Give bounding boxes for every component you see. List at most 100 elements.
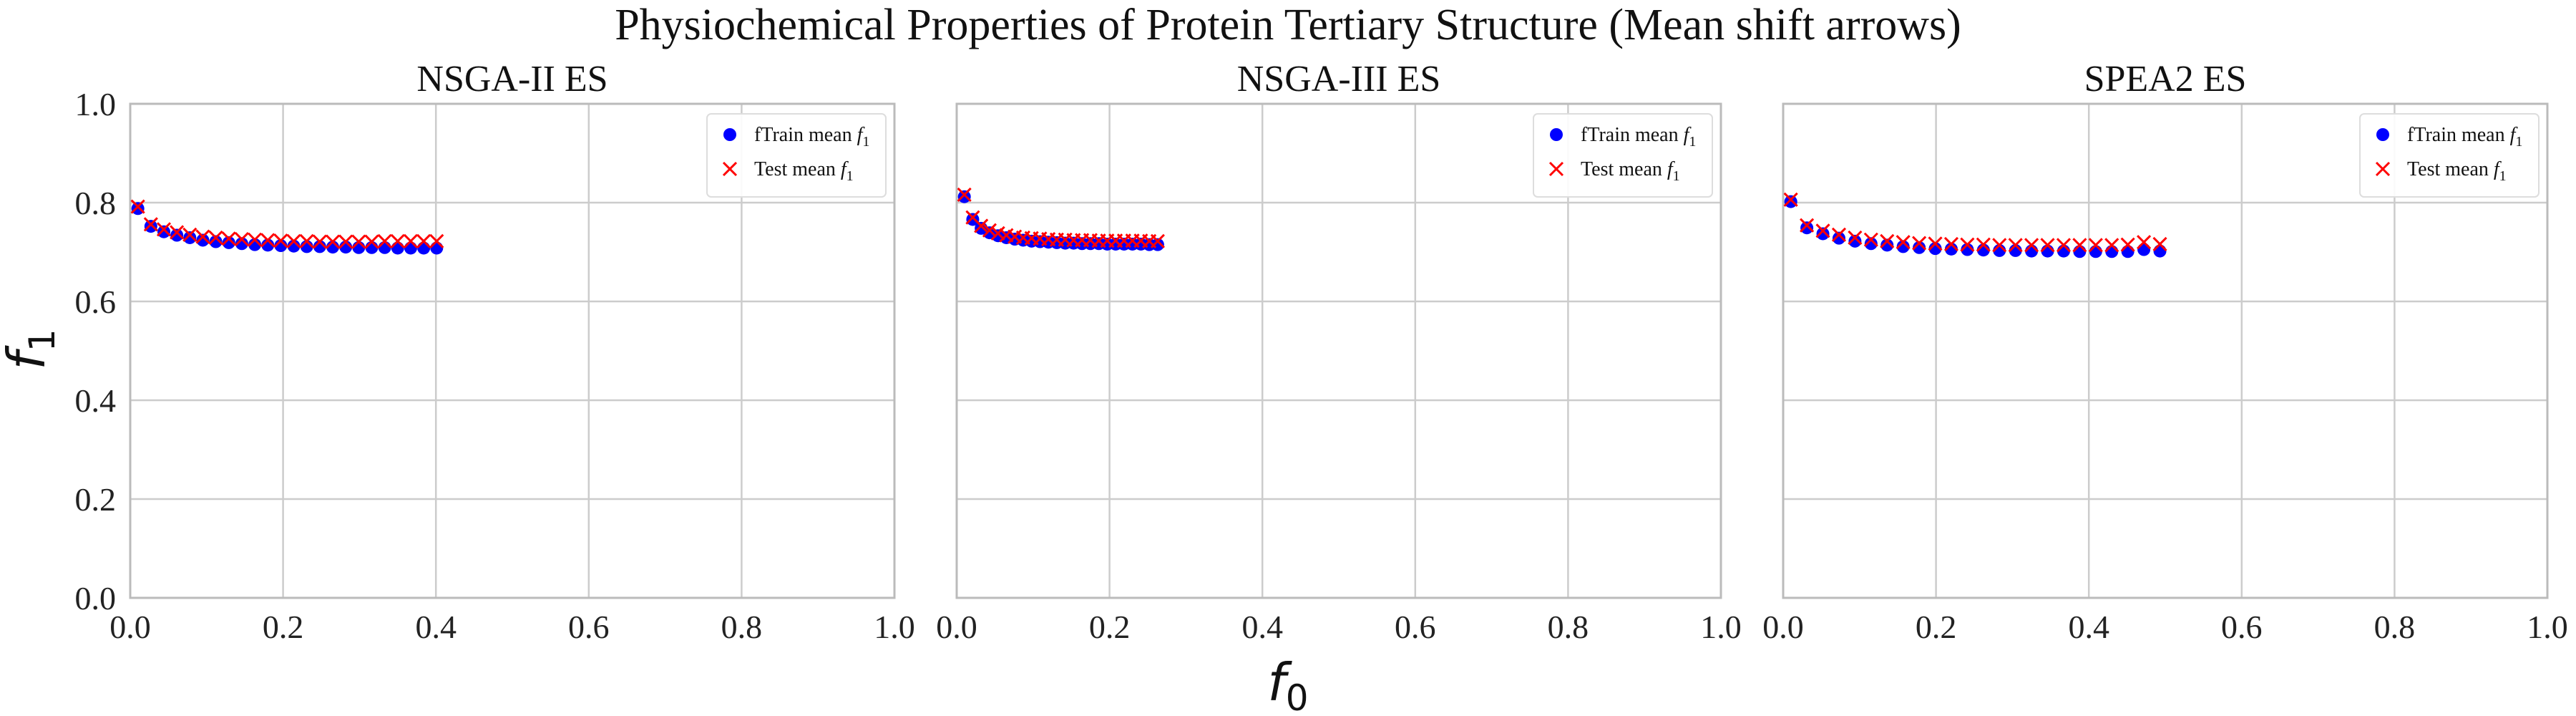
legend-label-text: Test mean — [2407, 158, 2494, 180]
legend-label: Test mean f1 — [2407, 158, 2507, 184]
x-tick-label: 0.0 — [936, 609, 977, 645]
test-point — [1863, 232, 1878, 247]
legend: fTrain mean f1 Test mean f1 — [706, 113, 887, 198]
test-point — [403, 233, 419, 248]
y-tick-label: 0.2 — [75, 481, 117, 518]
legend-label-text: fTrain mean — [1581, 124, 1684, 146]
x-tick-label: 0.0 — [1762, 609, 1804, 645]
test-point — [990, 226, 1005, 241]
train-point — [131, 202, 145, 216]
test-point — [974, 218, 989, 233]
test-point — [195, 229, 210, 244]
test-point — [286, 233, 301, 248]
test-point — [338, 234, 353, 249]
train-point — [222, 236, 235, 249]
test-point — [1943, 236, 1959, 252]
legend-test-marker — [722, 161, 738, 177]
subplot-title: NSGA-II ES — [416, 59, 608, 100]
train-point — [430, 241, 444, 255]
x-tick-label: 0.2 — [1089, 609, 1131, 645]
test-point — [1992, 238, 2007, 253]
y-tick-label: 0.4 — [75, 382, 117, 419]
legend-label: Test mean f1 — [1581, 158, 1680, 184]
legend-box — [2359, 113, 2540, 198]
train-point — [1880, 238, 1894, 252]
x-tick-label: 1.0 — [2527, 609, 2568, 645]
axes-frame — [955, 102, 1722, 599]
train-point — [1896, 240, 1910, 253]
x-tick-label: 0.0 — [109, 609, 151, 645]
test-point — [351, 234, 366, 249]
axes-frame — [1782, 102, 2549, 599]
test-point — [1976, 237, 1991, 252]
test-point — [221, 231, 236, 246]
legend-test-marker — [2375, 161, 2391, 177]
train-point — [1913, 241, 1926, 254]
test-point — [1800, 218, 1815, 233]
train-point — [183, 231, 197, 244]
train-point — [144, 220, 157, 233]
test-point — [2104, 238, 2119, 253]
legend-label-math: f — [2510, 124, 2518, 146]
x-tick-label: 0.6 — [1395, 609, 1436, 645]
legend-label: fTrain mean f1 — [2407, 124, 2522, 150]
subplot-title: NSGA-III ES — [1237, 59, 1441, 100]
legend-train-marker — [723, 128, 736, 141]
test-point — [2040, 238, 2055, 253]
legend-label: fTrain mean f1 — [754, 124, 869, 150]
test-point — [2152, 236, 2167, 252]
test-point — [416, 233, 431, 248]
train-point — [957, 190, 971, 203]
train-point — [1848, 234, 1862, 248]
legend-label-math: f — [1684, 124, 1692, 146]
train-point — [235, 237, 248, 251]
test-point — [299, 233, 314, 248]
test-point — [1880, 233, 1895, 248]
train-point — [209, 235, 223, 248]
subplot-title: SPEA2 ES — [2084, 59, 2247, 100]
legend-label-subscript: 1 — [1689, 134, 1696, 150]
x-tick-label: 0.4 — [1241, 609, 1283, 645]
test-point — [390, 233, 405, 248]
test-point — [248, 232, 263, 247]
x-tick-label: 0.6 — [568, 609, 610, 645]
test-point — [2056, 238, 2072, 253]
test-point — [273, 233, 288, 248]
test-point — [2120, 237, 2135, 252]
x-tick-label: 0.8 — [721, 609, 763, 645]
train-point — [2073, 245, 2087, 258]
test-point — [260, 233, 275, 248]
test-point — [143, 217, 158, 232]
legend-train-marker — [1550, 128, 1563, 141]
test-point — [1960, 237, 1975, 252]
x-tick-label: 1.0 — [874, 609, 915, 645]
legend-label-math: f — [857, 124, 865, 146]
test-point — [325, 234, 341, 249]
train-point — [1832, 231, 1845, 245]
y-tick-label: 1.0 — [75, 86, 117, 122]
legend-label: Test mean f1 — [754, 158, 854, 184]
train-point — [404, 241, 417, 255]
train-point — [196, 233, 210, 247]
train-point — [2105, 245, 2119, 258]
test-point — [1815, 223, 1830, 238]
subplot-2: NSGA-III ES 0.0 0.2 0.4 0.6 0.8 1.0 fTrain mean… — [936, 59, 1742, 645]
legend-train-marker — [2376, 128, 2389, 141]
test-point — [234, 231, 249, 247]
test-point — [2137, 235, 2152, 250]
train-point — [157, 225, 170, 238]
train-point — [1816, 227, 1830, 241]
legend-label-text: fTrain mean — [2407, 124, 2510, 146]
x-tick-label: 0.8 — [1548, 609, 1589, 645]
legend-label-subscript: 1 — [2515, 134, 2522, 150]
legend-label-math: f — [1667, 158, 1675, 180]
x-tick-label: 0.2 — [263, 609, 304, 645]
test-point — [429, 233, 444, 248]
x-tick-label: 0.8 — [2374, 609, 2416, 645]
test-point — [1912, 236, 1927, 251]
legend-box — [1533, 113, 1713, 198]
test-point — [982, 223, 997, 238]
legend-box — [706, 113, 887, 198]
test-point — [208, 230, 223, 246]
